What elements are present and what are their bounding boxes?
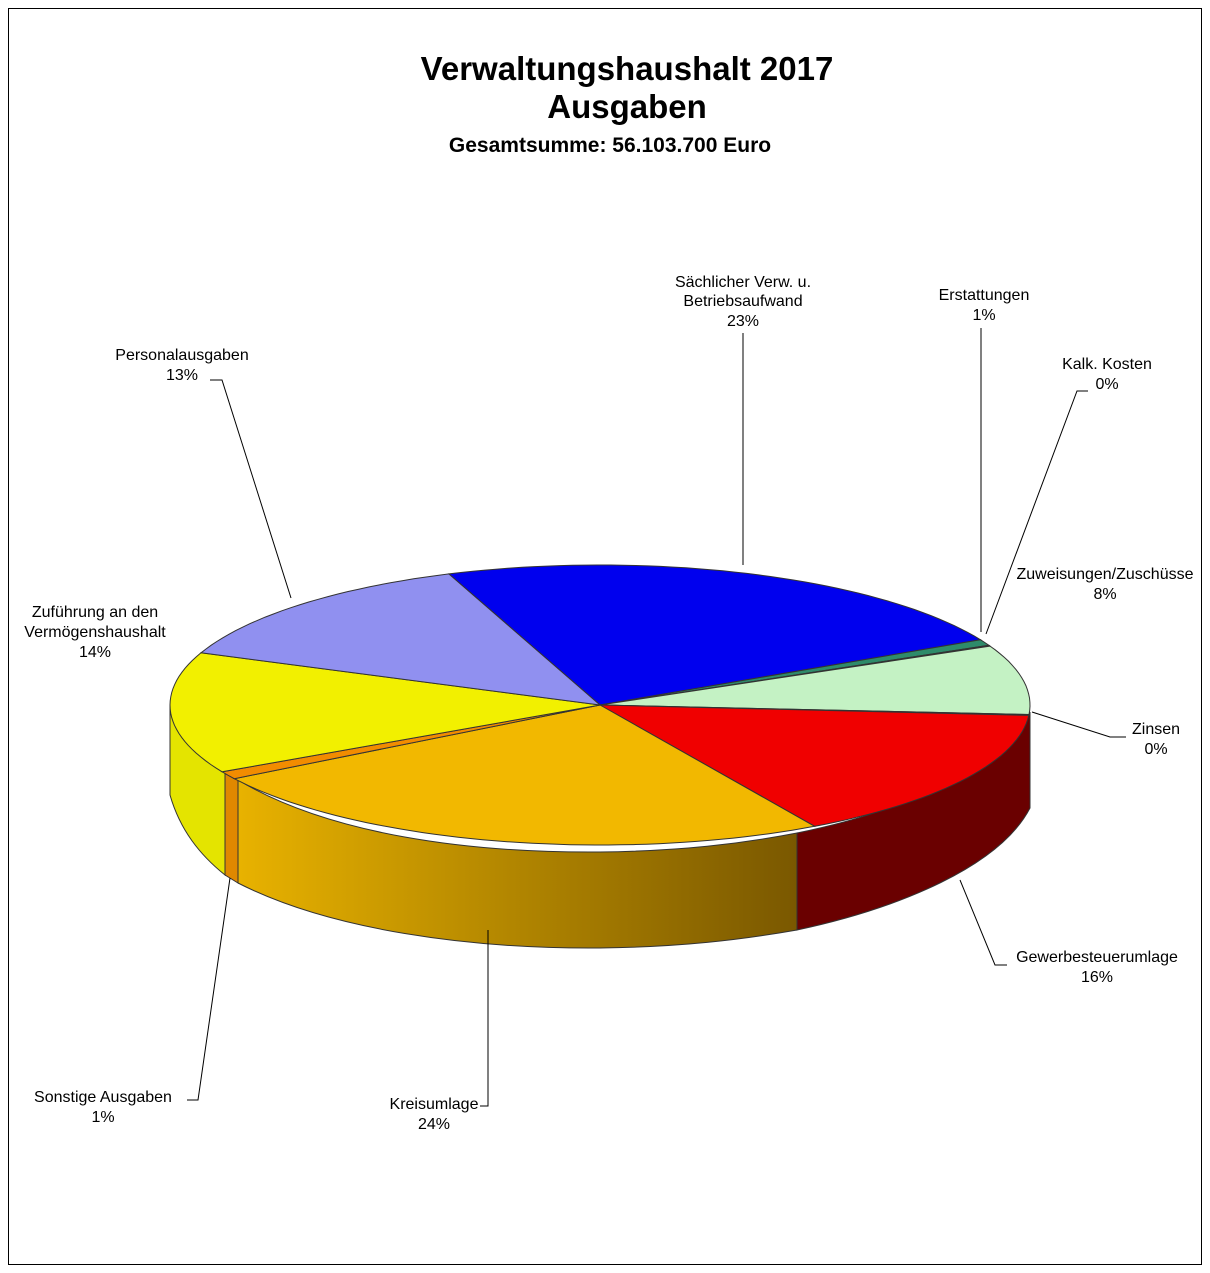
label-erstattungen-pct: 1%	[972, 307, 995, 324]
pie-slices	[169, 564, 1031, 846]
label-sonstige-pct: 1%	[91, 1109, 114, 1126]
slice-saechlich	[447, 564, 982, 706]
label-kreisumlage-pct: 24%	[418, 1116, 450, 1133]
slice-gewerbe	[599, 704, 1030, 827]
label-saechlich-1: Sächlicher Verw. u.	[675, 274, 811, 291]
label-zinsen: Zinsen	[1132, 721, 1180, 738]
chart-title: Verwaltungshaushalt 2017	[421, 50, 834, 87]
slice-zufuehrung	[169, 652, 601, 773]
label-zuweisungen: Zuweisungen/Zuschüsse	[1017, 566, 1194, 583]
leader-kalk	[985, 390, 1088, 635]
leader-sonstige	[187, 877, 231, 1101]
leader-kreisumlage	[480, 930, 489, 1107]
label-zufuehrung-2: Vermögenshaushalt	[24, 624, 166, 641]
label-gewerbe: Gewerbesteuerumlage	[1016, 949, 1178, 966]
label-kalk-pct: 0%	[1095, 376, 1118, 393]
chart-subtitle: Gesamtsumme: 56.103.700 Euro	[449, 134, 771, 157]
slice-kreisumlage	[232, 704, 817, 846]
slice-personal	[199, 573, 602, 706]
label-personal-pct: 13%	[166, 367, 198, 384]
leader-personal	[210, 379, 292, 599]
label-personal: Personalausgaben	[115, 347, 248, 364]
side-sonstige	[224, 771, 239, 884]
slice-zuweisungen	[599, 645, 1031, 716]
label-saechlich-pct: 23%	[727, 313, 759, 330]
label-erstattungen: Erstattungen	[939, 287, 1030, 304]
label-zuweisungen-pct: 8%	[1093, 586, 1116, 603]
label-zufuehrung-pct: 14%	[79, 644, 111, 661]
label-gewerbe-pct: 16%	[1081, 969, 1113, 986]
label-sonstige: Sonstige Ausgaben	[34, 1089, 172, 1106]
label-saechlich-2: Betriebsaufwand	[683, 293, 802, 310]
pie-labels: Sächlicher Verw. u. Betriebsaufwand 23% …	[24, 274, 1193, 1133]
label-zinsen-pct: 0%	[1144, 741, 1167, 758]
chart-title-line2: Ausgaben	[547, 88, 707, 125]
label-kalk: Kalk. Kosten	[1062, 356, 1152, 373]
leader-zinsen	[1031, 711, 1126, 738]
label-zufuehrung-1: Zuführung an den	[32, 604, 158, 621]
leader-gewerbe	[959, 879, 1007, 966]
pie-side-walls	[169, 704, 1031, 949]
label-kreisumlage: Kreisumlage	[390, 1096, 479, 1113]
leader-lines	[187, 328, 1126, 1107]
